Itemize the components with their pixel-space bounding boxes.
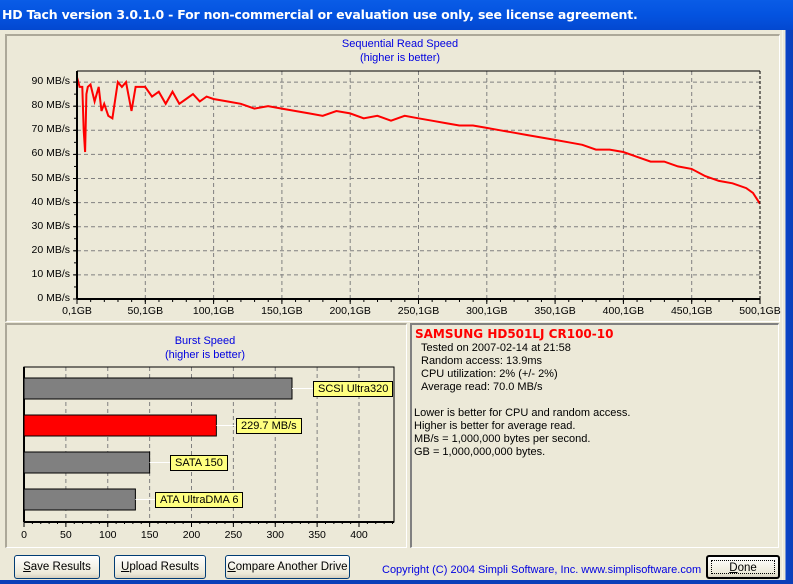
burst-x-tick-label: 350	[308, 529, 326, 541]
save-accel: S	[23, 561, 31, 573]
x-tick-label: 0,1GB	[62, 305, 92, 317]
note-gb: GB = 1,000,000,000 bytes.	[414, 446, 546, 458]
burst-x-tick-label: 400	[350, 529, 368, 541]
drive-info-panel: SAMSUNG HD501LJ CR100-10 Tested on 2007-…	[410, 323, 779, 548]
y-tick-label: 50 MB/s	[31, 171, 70, 184]
upload-accel: U	[121, 561, 130, 573]
burst-bar-label: SATA 150	[170, 455, 228, 471]
x-tick-label: 450,1GB	[670, 305, 713, 317]
chart-subtitle-text: (higher is better)	[359, 52, 441, 64]
x-tick-label: 300,1GB	[466, 305, 508, 317]
sequential-chart-title: Sequential Read Speed (higher is better)	[300, 37, 500, 65]
x-tick-label: 200,1GB	[329, 305, 371, 317]
chart-title-text: Sequential Read Speed	[341, 38, 459, 50]
compare-accel: C	[227, 561, 236, 573]
x-tick-label: 250,1GB	[397, 305, 440, 317]
y-tick-label: 80 MB/s	[31, 99, 70, 112]
average-read: Average read: 70.0 MB/s	[421, 381, 543, 393]
x-tick-label: 100,1GB	[192, 305, 235, 317]
title-bar: HD Tach version 3.0.1.0 - For non-commer…	[0, 0, 793, 30]
x-tick-label: 150,1GB	[261, 305, 303, 317]
window-title: HD Tach version 3.0.1.0 - For non-commer…	[2, 7, 638, 22]
save-results-button[interactable]: Save Results	[14, 555, 100, 579]
burst-x-tick-label: 100	[98, 529, 117, 541]
upload-results-button[interactable]: Upload Results	[114, 555, 206, 579]
done-button[interactable]: Done	[706, 555, 780, 579]
chart-title-text: Burst Speed	[174, 335, 236, 347]
y-tick-label: 0 MB/s	[37, 292, 70, 304]
drive-name: SAMSUNG HD501LJ CR100-10	[415, 327, 614, 341]
done-label: one	[737, 562, 757, 574]
x-tick-label: 500,1GB	[739, 305, 781, 317]
y-tick-label: 40 MB/s	[31, 195, 70, 208]
y-tick-label: 90 MB/s	[31, 75, 70, 88]
focus-rect	[711, 560, 775, 574]
burst-x-tick-label: 150	[140, 529, 159, 541]
burst-bar-label: 229.7 MB/s	[236, 418, 302, 434]
burst-bar-label: SCSI Ultra320	[313, 381, 394, 397]
copyright-link[interactable]: Copyright (C) 2004 Simpli Software, Inc.…	[382, 564, 702, 576]
note-mbs: MB/s = 1,000,000 bytes per second.	[414, 433, 591, 445]
x-tick-label: 350,1GB	[534, 305, 576, 317]
y-tick-label: 60 MB/s	[31, 147, 70, 160]
burst-x-tick-label: 300	[266, 529, 285, 541]
y-tick-label: 30 MB/s	[31, 219, 70, 232]
upload-label: pload Results	[129, 561, 199, 573]
burst-chart-title: Burst Speed (higher is better)	[105, 334, 305, 362]
y-tick-label: 70 MB/s	[31, 123, 70, 136]
chart-subtitle-text: (higher is better)	[164, 349, 246, 361]
burst-x-tick-label: 250	[224, 529, 243, 541]
y-tick-label: 10 MB/s	[31, 267, 70, 280]
burst-bar-label: ATA UltraDMA 6	[155, 492, 244, 508]
compare-another-drive-button[interactable]: Compare Another Drive	[225, 555, 350, 579]
window-frame-right	[782, 30, 793, 584]
save-label: ave Results	[30, 561, 91, 573]
x-tick-label: 400,1GB	[602, 305, 645, 317]
note-cpu: Lower is better for CPU and random acces…	[414, 407, 631, 419]
cpu-utilization: CPU utilization: 2% (+/- 2%)	[421, 368, 558, 380]
tested-on: Tested on 2007-02-14 at 21:58	[421, 342, 571, 354]
burst-x-tick-label: 50	[60, 529, 72, 541]
random-access: Random access: 13.9ms	[421, 355, 543, 367]
x-tick-label: 50,1GB	[127, 305, 164, 317]
sequential-read-panel	[5, 34, 780, 322]
done-accel: D	[729, 562, 738, 574]
window-frame-bottom	[0, 580, 793, 584]
note-average-read: Higher is better for average read.	[414, 420, 576, 432]
y-tick-label: 20 MB/s	[31, 243, 70, 256]
burst-x-tick-label: 0	[21, 529, 27, 541]
compare-label: ompare Another Drive	[235, 561, 348, 573]
burst-x-tick-label: 200	[182, 529, 201, 541]
